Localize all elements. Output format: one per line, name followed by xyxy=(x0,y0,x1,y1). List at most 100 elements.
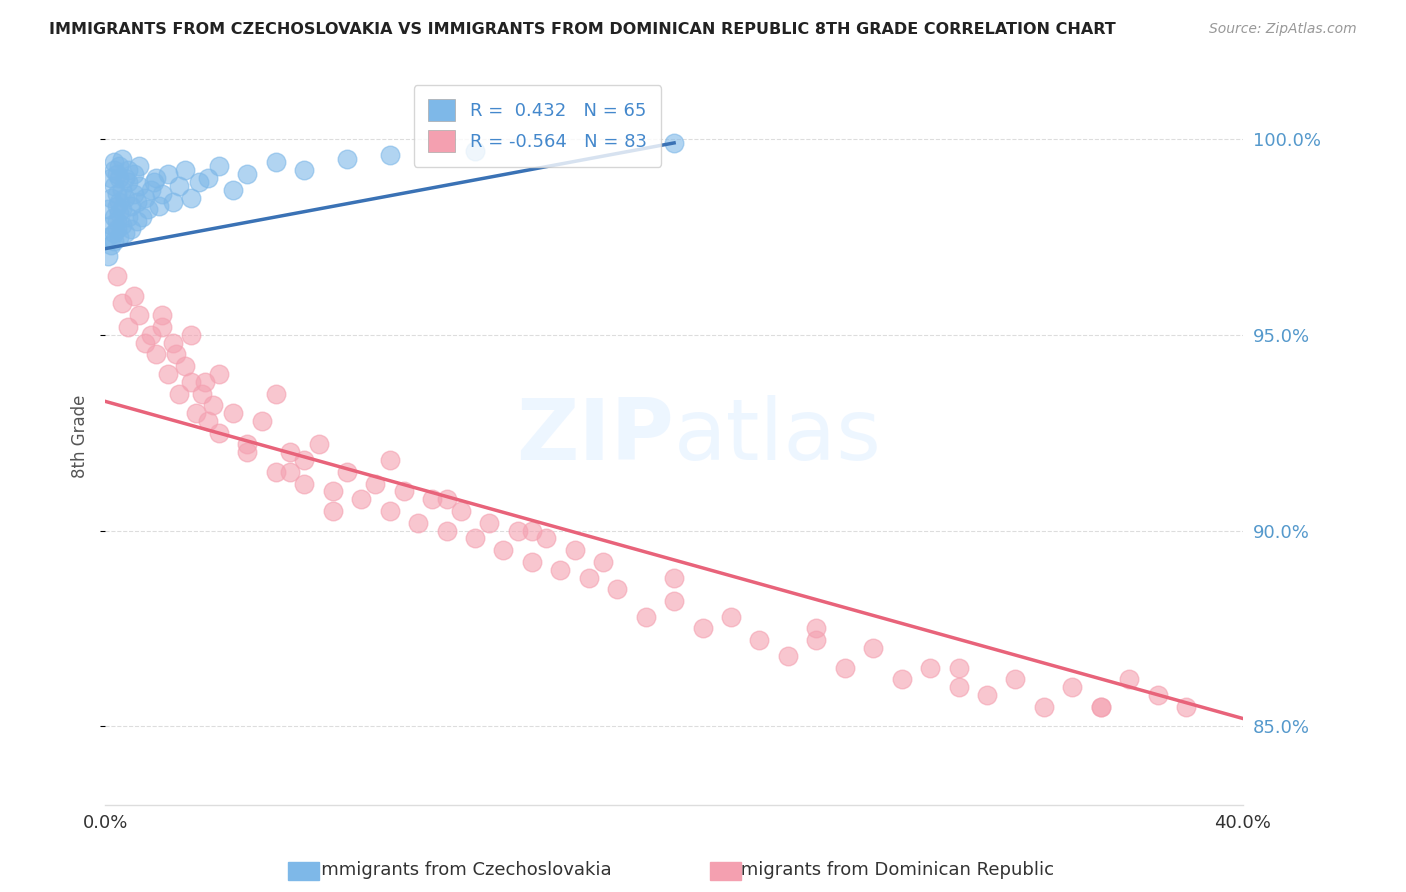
Point xyxy=(1032,699,1054,714)
Point xyxy=(100,171,122,186)
Point xyxy=(134,191,156,205)
Point xyxy=(108,160,131,174)
Point xyxy=(392,484,415,499)
Text: Immigrants from Dominican Republic: Immigrants from Dominican Republic xyxy=(718,861,1053,879)
Point xyxy=(862,641,884,656)
Point xyxy=(278,445,301,459)
Point xyxy=(222,406,245,420)
Point xyxy=(208,367,231,381)
Point xyxy=(948,680,970,694)
Point xyxy=(111,202,134,217)
Point xyxy=(264,155,287,169)
Text: atlas: atlas xyxy=(673,395,882,478)
Point xyxy=(111,183,134,197)
Point xyxy=(134,335,156,350)
Point xyxy=(105,198,128,212)
Point xyxy=(180,327,202,342)
Point xyxy=(890,673,912,687)
Point xyxy=(100,218,122,232)
Point xyxy=(592,555,614,569)
Point xyxy=(173,359,195,373)
Point xyxy=(606,582,628,597)
Point xyxy=(128,179,150,194)
Point xyxy=(117,175,139,189)
Point xyxy=(264,386,287,401)
Text: Immigrants from Czechoslovakia: Immigrants from Czechoslovakia xyxy=(316,861,612,879)
Point xyxy=(464,532,486,546)
Point xyxy=(364,476,387,491)
Point xyxy=(202,398,225,412)
Point xyxy=(662,136,685,150)
Point xyxy=(662,570,685,584)
Point xyxy=(156,367,179,381)
Point xyxy=(105,222,128,236)
Point xyxy=(148,198,170,212)
Point xyxy=(114,191,136,205)
Point xyxy=(139,327,162,342)
Point xyxy=(236,437,259,451)
Point xyxy=(180,191,202,205)
Point xyxy=(100,237,122,252)
Point xyxy=(406,516,429,530)
Point xyxy=(564,543,586,558)
Point xyxy=(125,194,148,209)
Point xyxy=(120,198,142,212)
Point xyxy=(108,194,131,209)
Point xyxy=(506,524,529,538)
Point xyxy=(1004,673,1026,687)
Point xyxy=(97,230,120,244)
Text: Source: ZipAtlas.com: Source: ZipAtlas.com xyxy=(1209,22,1357,37)
Point xyxy=(776,648,799,663)
Point xyxy=(478,516,501,530)
Point xyxy=(322,484,344,499)
Point xyxy=(111,152,134,166)
Point xyxy=(378,453,401,467)
Point xyxy=(100,191,122,205)
Point xyxy=(436,524,458,538)
Point xyxy=(122,167,145,181)
Point xyxy=(180,375,202,389)
Point xyxy=(103,179,125,194)
Point xyxy=(97,202,120,217)
Point xyxy=(208,160,231,174)
Point xyxy=(197,171,219,186)
Point xyxy=(167,179,190,194)
Point xyxy=(1062,680,1084,694)
Point xyxy=(117,320,139,334)
Point xyxy=(162,335,184,350)
Point xyxy=(117,163,139,178)
Point xyxy=(292,453,315,467)
Point xyxy=(720,609,742,624)
Point xyxy=(806,633,828,648)
Point xyxy=(1090,699,1112,714)
Point xyxy=(208,425,231,440)
Point xyxy=(236,167,259,181)
Point xyxy=(136,202,159,217)
Point xyxy=(1118,673,1140,687)
Point xyxy=(976,688,998,702)
Point xyxy=(420,492,443,507)
Point xyxy=(103,155,125,169)
Text: ZIP: ZIP xyxy=(516,395,673,478)
Point xyxy=(105,186,128,201)
Point xyxy=(108,230,131,244)
Point xyxy=(105,214,128,228)
Point xyxy=(197,414,219,428)
Point xyxy=(139,183,162,197)
Point xyxy=(150,320,173,334)
Point xyxy=(111,218,134,232)
Text: IMMIGRANTS FROM CZECHOSLOVAKIA VS IMMIGRANTS FROM DOMINICAN REPUBLIC 8TH GRADE C: IMMIGRANTS FROM CZECHOSLOVAKIA VS IMMIGR… xyxy=(49,22,1116,37)
Point xyxy=(125,214,148,228)
Point xyxy=(1146,688,1168,702)
Point xyxy=(378,147,401,161)
Point xyxy=(662,594,685,608)
Point xyxy=(920,660,942,674)
Point xyxy=(350,492,373,507)
Point xyxy=(150,308,173,322)
Point xyxy=(464,144,486,158)
Point xyxy=(948,660,970,674)
Point xyxy=(322,504,344,518)
Point xyxy=(173,163,195,178)
Point xyxy=(222,183,245,197)
Point xyxy=(748,633,770,648)
